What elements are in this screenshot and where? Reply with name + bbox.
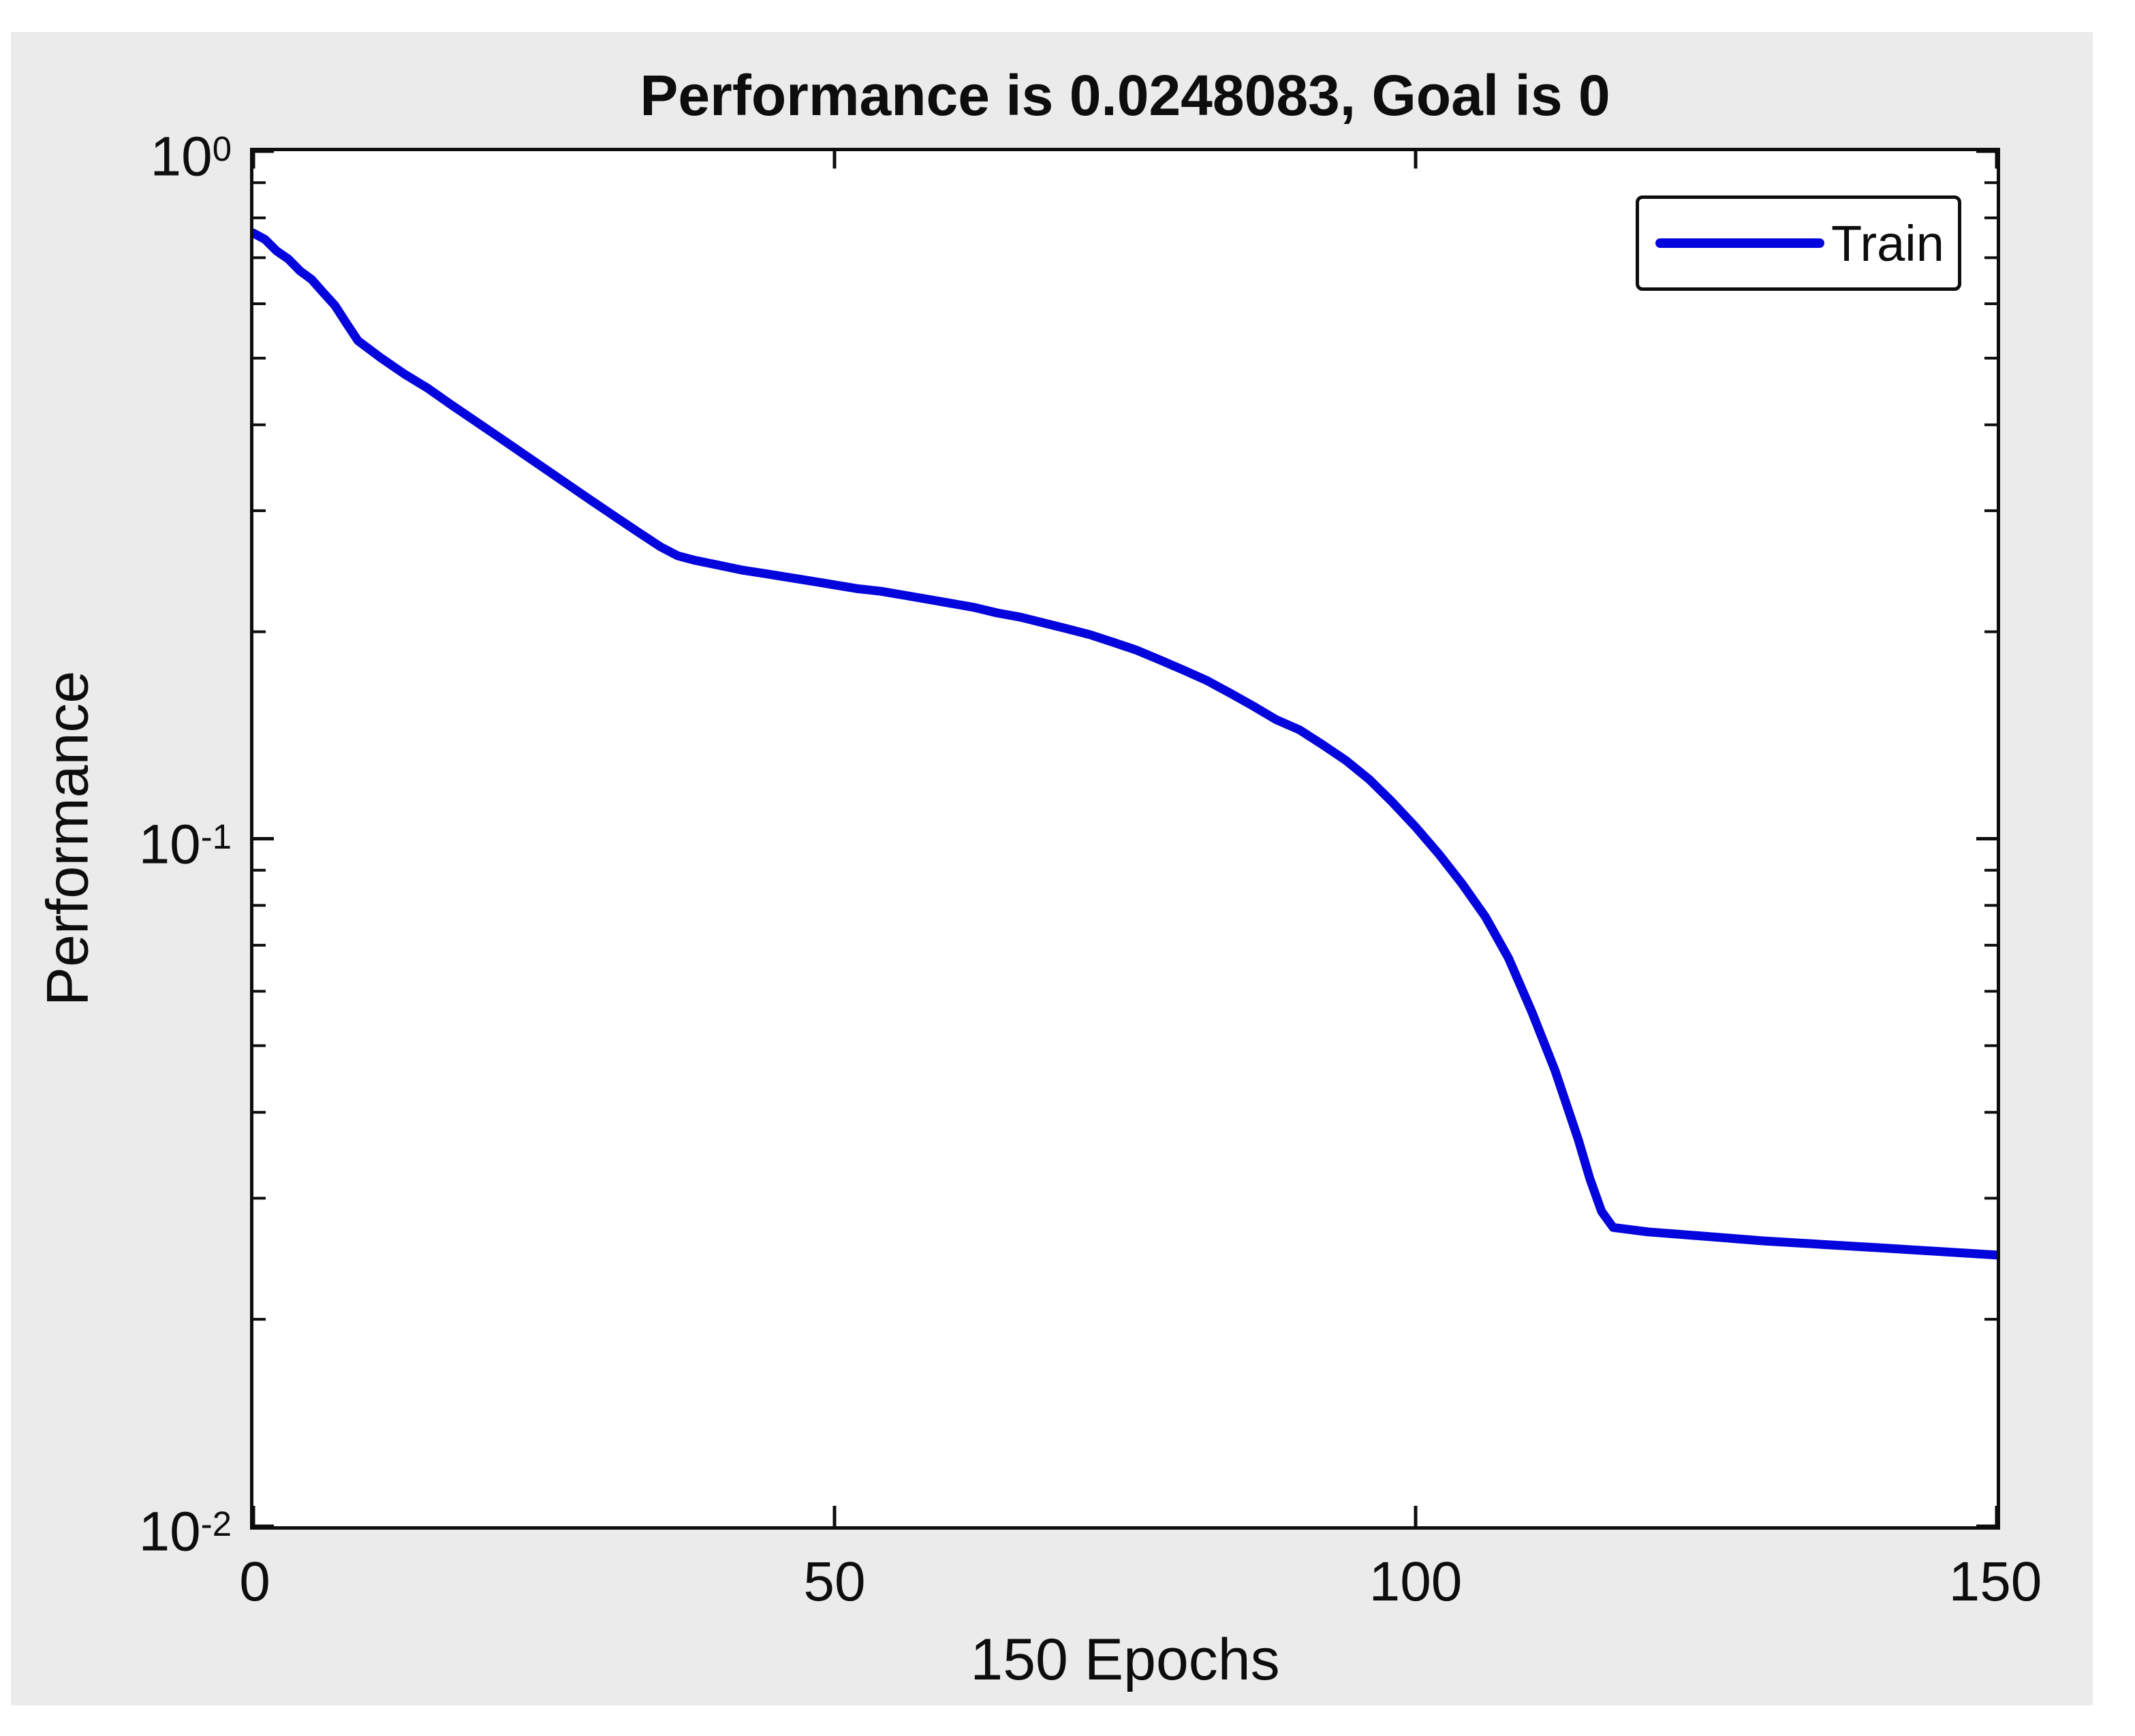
plot-area [250,148,2000,1530]
y-axis-label: Performance [35,670,101,1007]
y-tick-label-1e-1: 10-1 [138,813,232,876]
page-title: Performance is 0.0248083, Goal is 0 [640,63,1610,127]
legend-line-sample-train [1655,238,1824,248]
x-tick-label-100: 100 [1369,1551,1463,1613]
x-tick-label-150: 150 [1948,1551,2042,1613]
legend-label-train: Train [1831,215,1944,272]
x-tick-label-50: 50 [803,1551,866,1613]
x-axis-label: 150 Epochs [970,1627,1280,1692]
y-tick-label-1e0: 100 [150,125,232,188]
y-tick-label-1e-2: 10-2 [138,1500,232,1563]
x-tick-label-0: 0 [239,1551,270,1613]
performance-chart [253,151,1997,1526]
legend[interactable]: Train [1636,195,1961,291]
